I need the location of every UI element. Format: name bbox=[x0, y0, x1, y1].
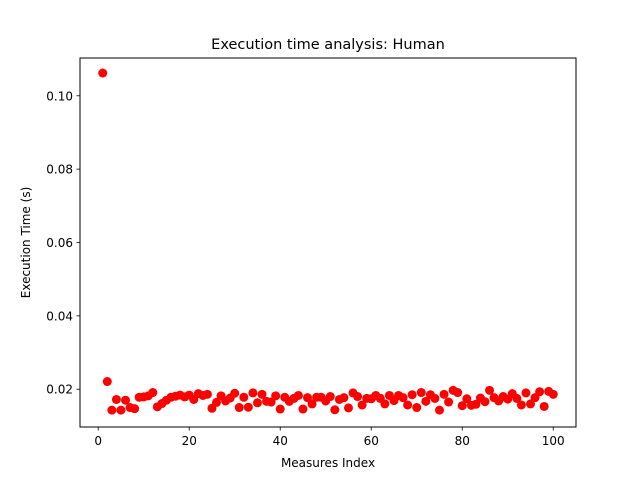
data-point bbox=[548, 389, 558, 399]
y-axis-title: Execution Time (s) bbox=[19, 187, 33, 299]
data-point bbox=[234, 403, 244, 413]
data-point bbox=[303, 393, 313, 403]
data-point bbox=[462, 394, 472, 404]
data-point bbox=[439, 389, 449, 399]
data-points bbox=[98, 68, 558, 415]
data-point bbox=[248, 388, 258, 398]
data-point bbox=[202, 389, 212, 399]
y-tick-label: 0.10 bbox=[46, 89, 73, 103]
x-tick-label: 60 bbox=[364, 434, 379, 448]
y-axis-ticks: 0.02 0.04 0.06 0.08 0.10 bbox=[46, 89, 80, 397]
data-point bbox=[416, 388, 426, 398]
data-point bbox=[444, 397, 454, 407]
data-point bbox=[252, 398, 262, 408]
data-point bbox=[485, 385, 495, 395]
data-point bbox=[516, 400, 526, 410]
data-point bbox=[148, 388, 158, 398]
data-point bbox=[398, 393, 408, 403]
y-tick-label: 0.06 bbox=[46, 236, 73, 250]
data-point bbox=[343, 403, 353, 413]
chart-title: Execution time analysis: Human bbox=[211, 37, 445, 53]
data-point bbox=[98, 68, 108, 78]
data-point bbox=[480, 397, 490, 407]
data-point bbox=[271, 391, 281, 401]
data-point bbox=[539, 401, 549, 411]
data-point bbox=[325, 392, 335, 402]
data-point bbox=[212, 397, 222, 407]
data-point bbox=[275, 404, 285, 414]
x-axis-ticks: 0 20 40 60 80 100 bbox=[94, 427, 565, 448]
data-point bbox=[407, 390, 417, 400]
data-point bbox=[230, 388, 240, 398]
data-point bbox=[403, 400, 413, 410]
data-point bbox=[453, 388, 463, 398]
data-point bbox=[130, 404, 140, 414]
data-point bbox=[293, 390, 303, 400]
data-point bbox=[111, 394, 121, 404]
data-point bbox=[239, 392, 249, 402]
data-point bbox=[266, 397, 276, 407]
data-point bbox=[307, 399, 317, 409]
x-tick-label: 100 bbox=[542, 434, 565, 448]
y-tick-label: 0.04 bbox=[46, 309, 73, 323]
data-point bbox=[339, 393, 349, 403]
data-point bbox=[102, 377, 112, 387]
data-point bbox=[107, 405, 117, 415]
y-tick-label: 0.08 bbox=[46, 163, 73, 177]
data-point bbox=[353, 392, 363, 402]
data-point bbox=[512, 393, 522, 403]
y-tick-label: 0.02 bbox=[46, 383, 73, 397]
data-point bbox=[380, 399, 390, 409]
data-point bbox=[412, 403, 422, 413]
data-point bbox=[298, 404, 308, 414]
data-point bbox=[526, 399, 535, 409]
x-tick-label: 0 bbox=[94, 434, 102, 448]
data-point bbox=[116, 405, 126, 415]
x-tick-label: 40 bbox=[273, 434, 288, 448]
data-point bbox=[121, 395, 130, 405]
data-point bbox=[434, 405, 444, 415]
data-point bbox=[330, 405, 340, 415]
x-tick-label: 20 bbox=[182, 434, 197, 448]
data-point bbox=[535, 387, 545, 397]
x-axis-title: Measures Index bbox=[281, 456, 375, 470]
data-point bbox=[257, 389, 267, 399]
data-point bbox=[421, 396, 431, 406]
data-point bbox=[521, 388, 531, 398]
data-point bbox=[357, 400, 367, 410]
data-point bbox=[430, 393, 440, 403]
x-tick-label: 80 bbox=[455, 434, 470, 448]
data-point bbox=[471, 399, 481, 409]
data-point bbox=[457, 401, 467, 411]
data-point bbox=[243, 402, 253, 412]
